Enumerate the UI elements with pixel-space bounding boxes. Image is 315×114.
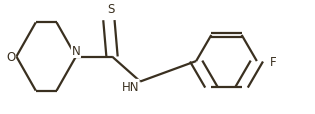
- Text: F: F: [269, 55, 276, 68]
- Text: HN: HN: [122, 80, 139, 93]
- Text: N: N: [72, 45, 80, 58]
- Text: S: S: [107, 3, 114, 16]
- Text: O: O: [6, 51, 15, 63]
